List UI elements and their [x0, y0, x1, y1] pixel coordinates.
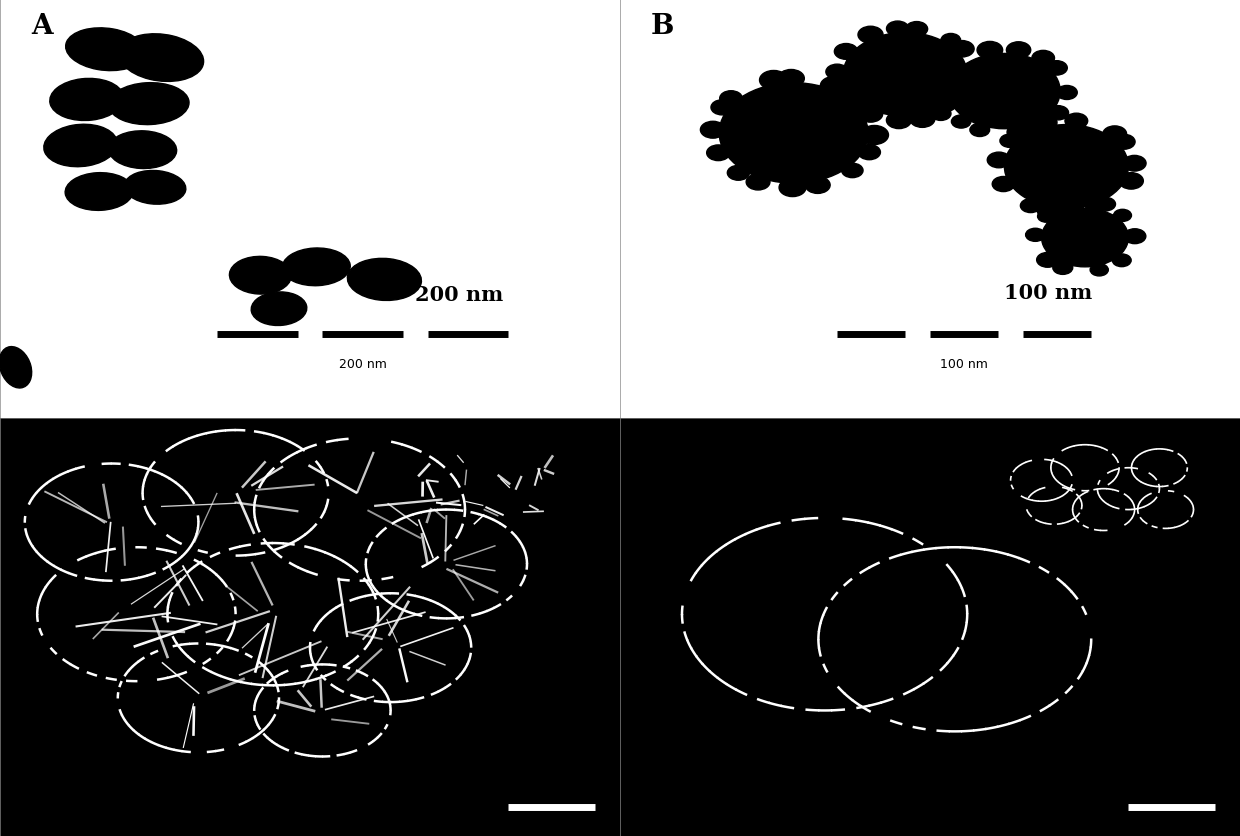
Circle shape	[935, 68, 959, 84]
Circle shape	[701, 122, 725, 139]
Circle shape	[944, 60, 965, 74]
Circle shape	[887, 22, 909, 37]
Circle shape	[987, 153, 1011, 169]
Circle shape	[805, 177, 830, 194]
Circle shape	[1004, 125, 1128, 209]
Circle shape	[1021, 200, 1042, 213]
Circle shape	[707, 145, 730, 161]
Text: 200 nm: 200 nm	[415, 285, 503, 304]
Circle shape	[887, 113, 911, 130]
Ellipse shape	[252, 293, 306, 326]
Ellipse shape	[124, 171, 186, 205]
Circle shape	[861, 126, 889, 145]
Circle shape	[977, 43, 1003, 59]
Circle shape	[1048, 106, 1069, 120]
Circle shape	[949, 54, 1060, 130]
Circle shape	[728, 166, 749, 181]
Circle shape	[1038, 204, 1061, 220]
Circle shape	[853, 101, 879, 118]
Circle shape	[1034, 116, 1056, 131]
Circle shape	[858, 145, 880, 161]
Circle shape	[931, 108, 951, 121]
Circle shape	[1114, 210, 1131, 222]
Circle shape	[746, 175, 770, 191]
Circle shape	[760, 71, 787, 90]
Circle shape	[1053, 262, 1073, 275]
Circle shape	[719, 84, 868, 184]
Text: 100 nm: 100 nm	[940, 357, 988, 370]
Ellipse shape	[50, 79, 124, 121]
Text: B: B	[651, 13, 675, 39]
Circle shape	[1090, 264, 1109, 277]
Circle shape	[932, 96, 957, 113]
Circle shape	[1056, 86, 1078, 100]
Circle shape	[1045, 62, 1068, 76]
Ellipse shape	[109, 84, 188, 125]
Circle shape	[1066, 206, 1086, 219]
Ellipse shape	[0, 347, 32, 389]
Circle shape	[858, 28, 883, 44]
Circle shape	[1007, 125, 1030, 140]
Circle shape	[1013, 124, 1034, 139]
Circle shape	[846, 92, 868, 107]
Circle shape	[1054, 200, 1076, 215]
Circle shape	[941, 34, 961, 48]
Ellipse shape	[66, 28, 145, 72]
Circle shape	[951, 94, 972, 108]
Circle shape	[1122, 156, 1146, 172]
Circle shape	[711, 100, 733, 115]
Circle shape	[910, 111, 935, 128]
Circle shape	[835, 44, 858, 60]
Circle shape	[1112, 255, 1131, 268]
Circle shape	[858, 107, 883, 123]
Ellipse shape	[119, 35, 203, 82]
Circle shape	[1042, 209, 1128, 268]
Circle shape	[1085, 198, 1105, 212]
Circle shape	[1123, 230, 1146, 244]
Ellipse shape	[66, 173, 133, 212]
Text: 200 nm: 200 nm	[339, 357, 387, 370]
Circle shape	[999, 135, 1019, 148]
Text: A: A	[31, 13, 52, 39]
Circle shape	[779, 179, 806, 197]
Circle shape	[950, 42, 975, 58]
Circle shape	[1095, 198, 1116, 212]
Ellipse shape	[283, 248, 350, 287]
Circle shape	[1028, 121, 1047, 135]
Circle shape	[719, 92, 743, 107]
Circle shape	[1025, 229, 1045, 242]
Circle shape	[1037, 253, 1059, 268]
Circle shape	[1114, 135, 1135, 150]
Ellipse shape	[109, 131, 176, 170]
Circle shape	[842, 164, 863, 178]
Circle shape	[960, 73, 986, 89]
Circle shape	[835, 89, 854, 103]
Circle shape	[970, 124, 990, 137]
Circle shape	[1118, 173, 1143, 190]
Circle shape	[843, 33, 967, 117]
Ellipse shape	[229, 257, 291, 295]
Circle shape	[821, 77, 848, 96]
Circle shape	[777, 70, 805, 88]
Circle shape	[951, 116, 971, 129]
Circle shape	[1032, 51, 1054, 67]
Circle shape	[1065, 114, 1087, 130]
Circle shape	[826, 65, 848, 80]
Circle shape	[1007, 43, 1030, 59]
Circle shape	[905, 23, 928, 38]
Circle shape	[1102, 127, 1127, 143]
Ellipse shape	[347, 259, 422, 301]
Circle shape	[1038, 212, 1055, 223]
Ellipse shape	[43, 125, 118, 167]
Text: 100 nm: 100 nm	[1004, 283, 1092, 303]
Circle shape	[992, 177, 1014, 192]
